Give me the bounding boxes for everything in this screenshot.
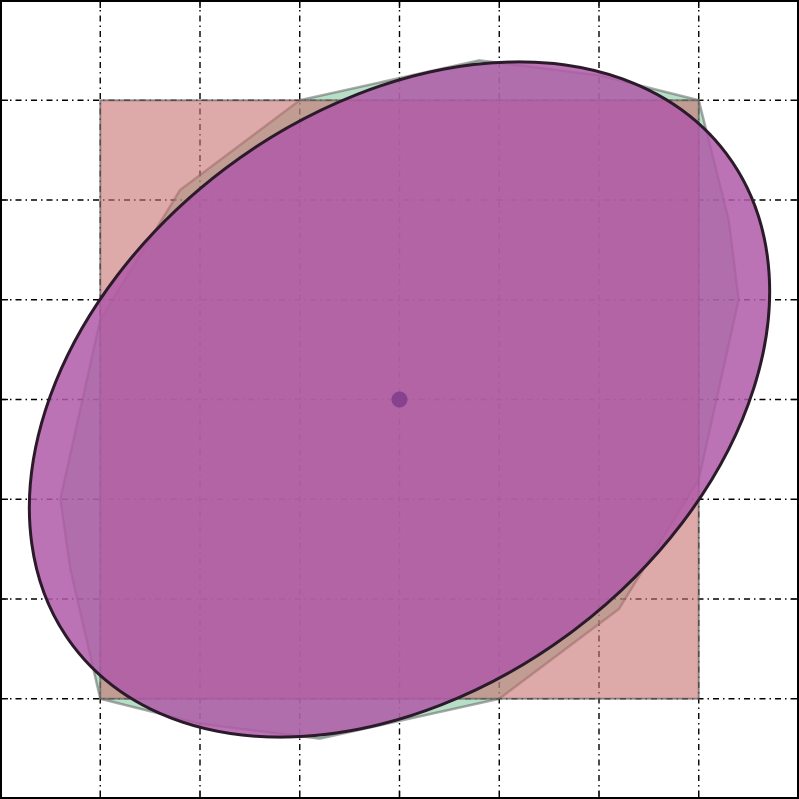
center-point [391,391,408,408]
